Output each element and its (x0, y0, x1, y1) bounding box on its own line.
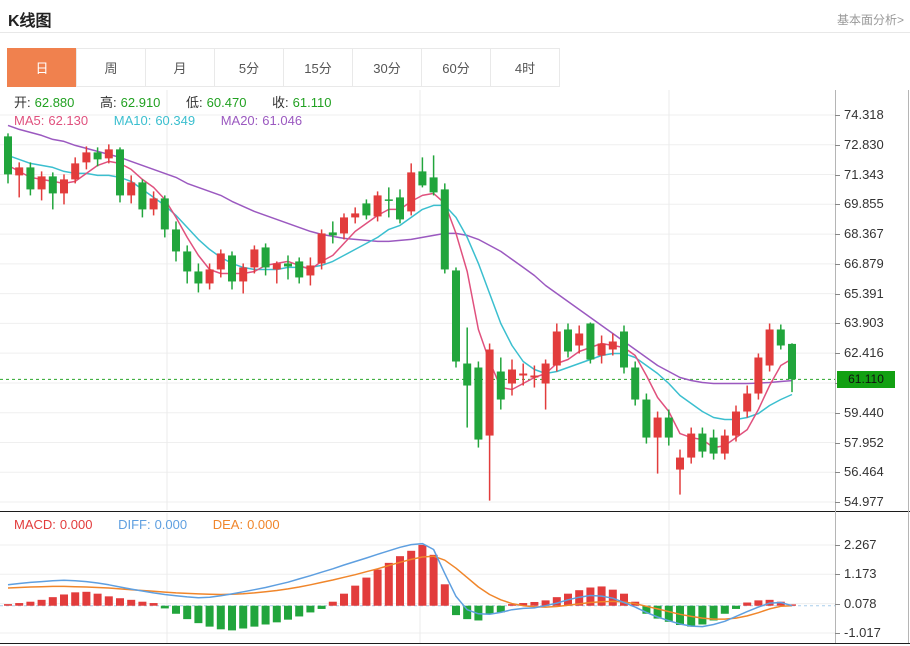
axis-tick-mark (835, 294, 840, 295)
panel-separator (0, 511, 910, 512)
axis-tick-mark (835, 115, 840, 116)
axis-tick-mark (835, 574, 840, 575)
ma5-label: MA5: (14, 113, 45, 128)
axis-tick-mark (835, 175, 840, 176)
axis-label-68.367: 68.367 (844, 226, 884, 241)
diff-label: DIFF: (118, 517, 151, 532)
axis-label-65.391: 65.391 (844, 286, 884, 301)
axis-label-1.173: 1.173 (844, 566, 877, 581)
tab-day[interactable]: 日 (7, 48, 77, 87)
axis-label-71.343: 71.343 (844, 167, 884, 182)
right-border (908, 90, 909, 643)
close-label: 收: (272, 95, 289, 110)
axis-label-56.464: 56.464 (844, 464, 884, 479)
axis-label-62.416: 62.416 (844, 345, 884, 360)
ma5-value: 62.130 (48, 113, 89, 128)
ma20-value: 61.046 (262, 113, 303, 128)
axis-label-54.977: 54.977 (844, 494, 884, 509)
axis-label-74.318: 74.318 (844, 107, 884, 122)
axis-tick-mark (835, 472, 840, 473)
tab-4hour[interactable]: 4时 (490, 48, 560, 87)
dea-value: 0.000 (247, 517, 280, 532)
axis-label-59.440: 59.440 (844, 405, 884, 420)
tab-60min[interactable]: 60分 (421, 48, 491, 87)
tab-15min[interactable]: 15分 (283, 48, 353, 87)
axis-tick-mark (835, 323, 840, 324)
ma10-value: 60.349 (155, 113, 196, 128)
page-title: K线图 (8, 13, 52, 30)
axis-tick-mark (835, 545, 840, 546)
high-label: 高: (100, 95, 117, 110)
axis-label-57.952: 57.952 (844, 435, 884, 450)
axis-tick-mark (835, 234, 840, 235)
axis-label-2.267: 2.267 (844, 537, 877, 552)
high-value: 62.910 (120, 95, 161, 110)
axis-tick-mark (835, 264, 840, 265)
axis-label-66.879: 66.879 (844, 256, 884, 271)
axis-tick-mark (835, 204, 840, 205)
axis-tick-mark (835, 633, 840, 634)
axis-label-0.078: 0.078 (844, 596, 877, 611)
low-label: 低: (186, 95, 203, 110)
header-divider (0, 32, 910, 33)
candlestick-chart (0, 90, 835, 511)
ma-legend: MA5: 62.130 MA10: 60.349 MA20: 61.046 (14, 113, 306, 128)
axis-tick-mark (835, 443, 840, 444)
macd-legend: MACD: 0.000 DIFF: 0.000 DEA: 0.000 (14, 517, 284, 532)
period-tabbar: 日 周 月 5分 15分 30分 60分 4时 (7, 48, 560, 87)
axis-tick-mark (835, 413, 840, 414)
bottom-border (0, 643, 910, 644)
open-label: 开: (14, 95, 31, 110)
macd-label: MACD: (14, 517, 56, 532)
fundamental-analysis-link[interactable]: 基本面分析> (836, 13, 904, 27)
ma20-label: MA20: (220, 113, 259, 128)
axis-label-69.855: 69.855 (844, 196, 884, 211)
axis-label--1.017: -1.017 (844, 625, 881, 640)
open-value: 62.880 (34, 95, 75, 110)
tab-month[interactable]: 月 (145, 48, 215, 87)
close-value: 61.110 (292, 95, 332, 110)
diff-value: 0.000 (154, 517, 188, 532)
price-axis-line (835, 90, 836, 643)
dea-label: DEA: (212, 517, 244, 532)
macd-chart (0, 513, 835, 643)
ohlc-legend: 开: 62.880 高: 62.910 低: 60.470 收: 61.110 (14, 92, 335, 111)
ma10-label: MA10: (113, 113, 152, 128)
tab-30min[interactable]: 30分 (352, 48, 422, 87)
tab-week[interactable]: 周 (76, 48, 146, 87)
axis-tick-mark (835, 604, 840, 605)
price-axis: 74.318 72.830 71.343 69.855 68.367 66.879 65.3… (835, 90, 910, 643)
axis-label-72.830: 72.830 (844, 137, 884, 152)
macd-value: 0.000 (59, 517, 93, 532)
tab-5min[interactable]: 5分 (214, 48, 284, 87)
low-value: 60.470 (206, 95, 247, 110)
axis-tick-mark (835, 145, 840, 146)
axis-tick-mark (835, 353, 840, 354)
current-price-badge: 61.110 (837, 371, 895, 388)
axis-tick-mark (835, 502, 840, 503)
axis-label-63.903: 63.903 (844, 315, 884, 330)
